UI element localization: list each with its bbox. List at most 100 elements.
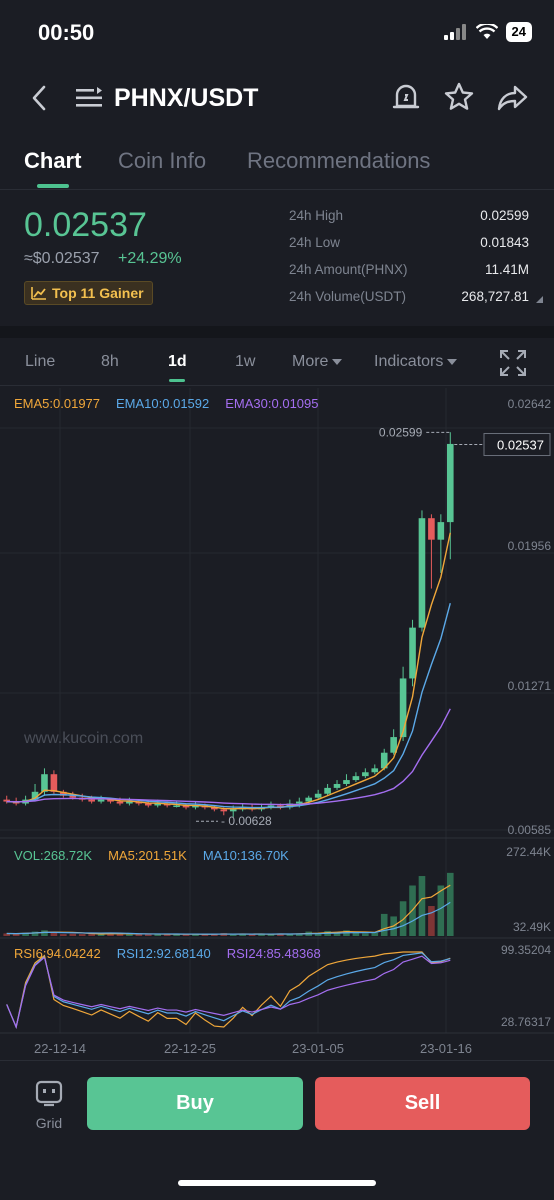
ma10-label: MA10:136.70K <box>202 848 289 863</box>
interval-1w[interactable]: 1w <box>235 353 256 370</box>
rsi-axis-label: 28.76317 <box>501 1015 551 1029</box>
status-bar: 00:50 24 <box>0 0 554 66</box>
candle <box>352 776 360 781</box>
rsi12-label: RSI12:92.68140 <box>116 946 211 961</box>
back-arrow-icon[interactable] <box>28 84 52 112</box>
volume-bar <box>258 933 265 936</box>
volume-bar <box>97 934 105 936</box>
volume-bar <box>78 934 86 936</box>
candle <box>418 518 426 628</box>
volume-bar <box>229 934 237 936</box>
signal-icon <box>443 24 466 40</box>
candle <box>173 805 180 807</box>
indicators-dropdown[interactable]: Indicators <box>374 353 458 371</box>
candle <box>409 627 416 679</box>
stats-panel: 24h High 0.02599 24h Low 0.01843 24h Amo… <box>289 206 543 314</box>
volume-bar <box>41 930 48 936</box>
share-icon[interactable] <box>496 84 528 112</box>
volume-axis-label: 272.44K <box>506 845 551 859</box>
candle <box>116 801 124 804</box>
volume-bar <box>428 906 435 936</box>
volume-bar <box>163 934 171 936</box>
price-axis-label: 0.01271 <box>508 679 552 693</box>
volume-bar <box>192 934 199 936</box>
price-axis-label: 0.02642 <box>508 397 552 411</box>
volume-bar <box>88 933 95 936</box>
volume-bar <box>286 934 294 936</box>
more-intervals-dropdown[interactable]: More <box>292 353 343 371</box>
volume-bar <box>239 934 246 936</box>
favorite-star-icon[interactable] <box>444 82 474 112</box>
ema30-line <box>6 708 451 806</box>
price-axis-label: 0.01956 <box>508 539 552 553</box>
interval-line[interactable]: Line <box>25 353 56 370</box>
candle <box>324 787 331 794</box>
candle <box>192 805 199 808</box>
chart-toolbar: Line 8h 1d 1w More Indicators <box>0 338 554 386</box>
candle <box>390 737 397 753</box>
x-axis-label: 22-12-25 <box>164 1041 216 1056</box>
interval-8h[interactable]: 8h <box>101 353 119 370</box>
stat-24h-amount: 24h Amount(PHNX) 11.41M <box>289 262 529 277</box>
volume-bar <box>116 933 124 936</box>
candle <box>267 805 275 808</box>
candle <box>97 799 105 802</box>
rsi-legend: RSI6:94.04242 RSI12:92.68140 RSI24:85.48… <box>14 946 321 961</box>
interval-active-indicator <box>169 379 185 382</box>
volume-bar <box>12 933 20 936</box>
price-alert-icon[interactable] <box>392 82 420 112</box>
pair-menu-icon[interactable] <box>76 86 104 110</box>
candle <box>154 803 162 806</box>
tab-chart[interactable]: Chart <box>24 148 82 173</box>
price-chart[interactable]: www.kucoin.com 0.02642 0.01956 0.01271 0.005… <box>0 388 554 1056</box>
grid-button[interactable]: Grid <box>26 1079 72 1135</box>
battery-indicator: 24 <box>505 22 532 42</box>
rsi12-line <box>6 952 451 1029</box>
candle <box>69 795 77 798</box>
volume-bar <box>446 872 454 936</box>
rsi24-label: RSI24:85.48368 <box>226 946 321 961</box>
volume-legend: VOL:268.72K MA5:201.51K MA10:136.70K <box>14 848 289 863</box>
buy-button[interactable]: Buy <box>87 1077 303 1130</box>
candle <box>3 799 11 802</box>
rsi24-line <box>6 955 451 1029</box>
volume-bar <box>314 932 322 936</box>
volume-axis-label: 32.49K <box>513 920 551 934</box>
rsi-axis-label: 99.35204 <box>501 943 551 957</box>
interval-1d[interactable]: 1d <box>168 353 187 370</box>
volume-bar <box>22 932 29 936</box>
tab-recommendations[interactable]: Recommendations <box>247 148 431 173</box>
gainer-badge-label: Top 11 Gainer <box>52 285 144 301</box>
candle <box>211 807 218 810</box>
volume-bar <box>126 934 133 936</box>
gainer-badge[interactable]: Top 11 Gainer <box>24 281 153 305</box>
candle <box>126 801 133 804</box>
bottom-action-bar: Grid Buy Sell <box>0 1060 554 1150</box>
page-tabs: Chart Coin Info Recommendations <box>0 140 554 190</box>
watermark: www.kucoin.com <box>23 730 143 747</box>
candle <box>144 803 152 806</box>
candle <box>428 518 435 540</box>
tab-coin-info[interactable]: Coin Info <box>118 148 207 173</box>
sell-button[interactable]: Sell <box>315 1077 530 1130</box>
volume-bar <box>31 931 39 936</box>
current-price-label: 0.02537 <box>497 438 544 453</box>
vol-ma10-line <box>6 901 451 935</box>
rsi6-line <box>6 951 451 1030</box>
pair-title[interactable]: PHNX/USDT <box>114 84 259 112</box>
price-change: +24.29% <box>118 250 182 267</box>
volume-bar <box>333 932 341 936</box>
price-axis-label: 0.00585 <box>508 823 552 837</box>
candle <box>362 772 369 777</box>
stat-24h-volume[interactable]: 24h Volume(USDT) 268,727.81 <box>289 287 543 314</box>
fullscreen-icon[interactable] <box>500 350 526 376</box>
ma5-label: MA5:201.51K <box>108 848 187 863</box>
volume-bar <box>277 933 284 936</box>
robot-grid-icon <box>35 1080 63 1107</box>
top-nav: PHNX/USDT <box>0 70 554 128</box>
volume-bar <box>201 934 209 936</box>
high-marker-label: 0.02599 <box>379 425 423 439</box>
candle <box>305 797 313 802</box>
candle <box>41 774 48 792</box>
candle <box>277 805 284 808</box>
